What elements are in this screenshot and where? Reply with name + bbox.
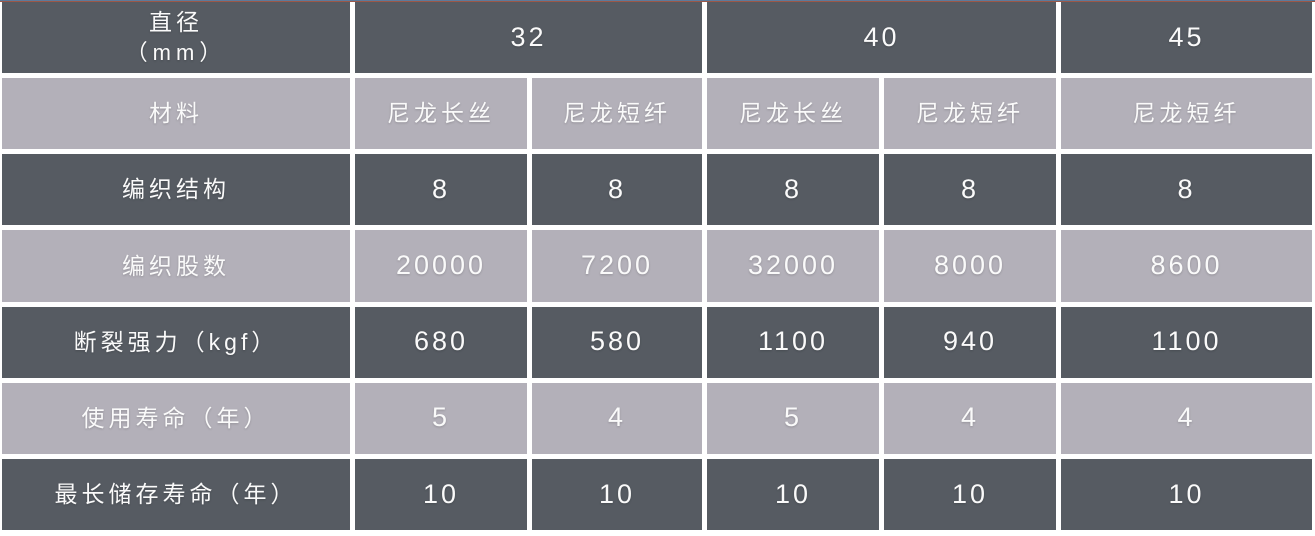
- service-life-cell: 4: [1061, 382, 1312, 454]
- row-label-service-life: 使用寿命（年）: [2, 382, 350, 454]
- service-life-cell: 5: [355, 382, 527, 454]
- service-life-cell: 4: [532, 382, 702, 454]
- braid-strands-cell: 7200: [532, 230, 702, 302]
- max-storage-life-cell: 10: [884, 458, 1056, 530]
- max-storage-life-cell: 10: [355, 458, 527, 530]
- braid-strands-cell: 32000: [707, 230, 879, 302]
- braid-strands-cell: 8600: [1061, 230, 1312, 302]
- braid-strands-cell: 8000: [884, 230, 1056, 302]
- diameter-label-line1: 直径: [149, 9, 203, 36]
- row-label-braid-structure: 编织结构: [2, 154, 350, 226]
- diameter-value-45: 45: [1061, 2, 1312, 74]
- row-label-diameter: 直径 （mm）: [2, 2, 350, 74]
- row-label-breaking-strength: 断裂强力（kgf）: [2, 306, 350, 378]
- diameter-value-40: 40: [707, 2, 1056, 74]
- breaking-strength-cell: 1100: [707, 306, 879, 378]
- material-cell: 尼龙短纤: [884, 78, 1056, 150]
- row-label-braid-strands: 编织股数: [2, 230, 350, 302]
- row-label-material: 材料: [2, 78, 350, 150]
- material-cell: 尼龙短纤: [532, 78, 702, 150]
- row-label-max-storage-life: 最长储存寿命（年）: [2, 458, 350, 530]
- braid-structure-cell: 8: [532, 154, 702, 226]
- braid-structure-cell: 8: [707, 154, 879, 226]
- material-cell: 尼龙短纤: [1061, 78, 1312, 150]
- max-storage-life-cell: 10: [532, 458, 702, 530]
- service-life-cell: 4: [884, 382, 1056, 454]
- table-top-border-blue: [0, 0, 1315, 1]
- breaking-strength-cell: 680: [355, 306, 527, 378]
- breaking-strength-cell: 1100: [1061, 306, 1312, 378]
- material-cell: 尼龙长丝: [707, 78, 879, 150]
- diameter-value-32: 32: [355, 2, 702, 74]
- service-life-cell: 5: [707, 382, 879, 454]
- max-storage-life-cell: 10: [1061, 458, 1312, 530]
- table-top-border-red: [0, 1, 1315, 2]
- braid-structure-cell: 8: [355, 154, 527, 226]
- diameter-label-line2: （mm）: [125, 40, 227, 66]
- material-cell: 尼龙长丝: [355, 78, 527, 150]
- max-storage-life-cell: 10: [707, 458, 879, 530]
- breaking-strength-cell: 940: [884, 306, 1056, 378]
- braid-structure-cell: 8: [884, 154, 1056, 226]
- braid-strands-cell: 20000: [355, 230, 527, 302]
- braid-structure-cell: 8: [1061, 154, 1312, 226]
- breaking-strength-cell: 580: [532, 306, 702, 378]
